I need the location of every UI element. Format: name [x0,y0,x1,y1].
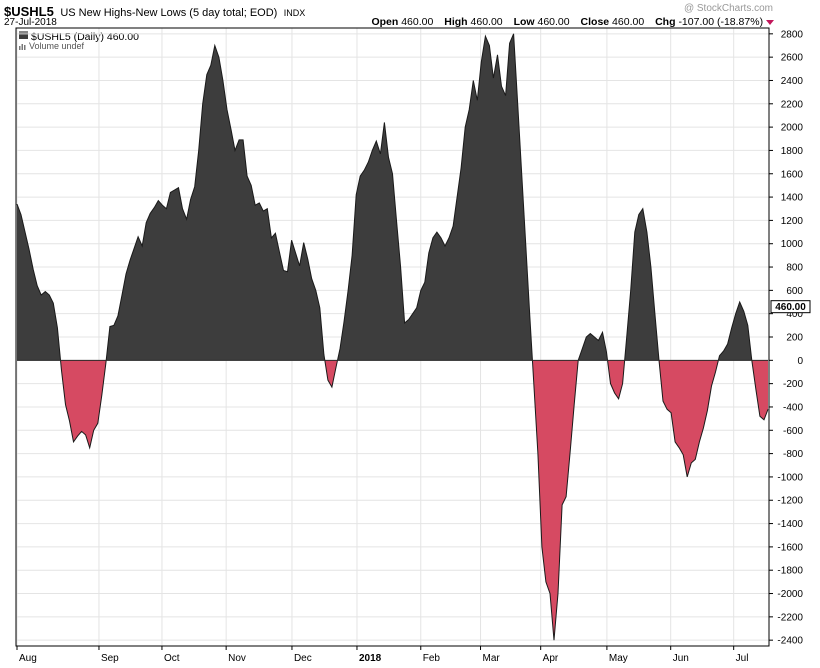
x-tick-label: Dec [294,653,312,664]
volume-legend-label: Volume undef [29,41,85,51]
y-tick-label: 600 [786,286,803,297]
negative-area [60,360,107,448]
y-tick-label: 1800 [781,146,804,157]
y-tick-label: 1200 [781,216,804,227]
symbol-label: $USHL5 [4,4,54,19]
y-tick-label: 2200 [781,99,804,110]
x-tick-label: Feb [423,653,441,664]
low-value: 460.00 [537,16,570,28]
date-label: 27-Jul-2018 [4,17,57,28]
y-tick-label: -600 [783,426,803,437]
last-value-marker: 460.00 [770,300,811,314]
open-value: 460.00 [401,16,434,28]
exchange-label: INDX [283,8,306,18]
y-tick-label: -800 [783,449,803,460]
chart-title: US New Highs-New Lows (5 day total; EOD) [60,7,278,19]
y-tick-label: -1800 [777,566,803,577]
chg-value: -107.00 (-18.87%) [678,16,764,28]
y-tick-label: 2000 [781,123,804,134]
x-tick-label: Apr [543,653,559,664]
quote-bar: Open 460.00 High 460.00 Low 460.00 Close… [371,16,774,28]
y-tick-label: 1600 [781,169,804,180]
positive-area [106,45,325,361]
y-tick-label: -1200 [777,496,803,507]
y-tick-label: 400 [786,309,803,320]
y-tick-label: -1400 [777,519,803,530]
x-axis: Aug Sep Oct Nov Dec 2018 Feb Mar Apr May Jun Jul [16,646,749,664]
negative-area [532,360,579,641]
chart-header: $USHL5 US New Highs-New Lows (5 day tota… [4,3,305,21]
positive-area [624,208,659,361]
x-tick-label: Mar [483,653,501,664]
x-tick-label: Sep [101,653,119,664]
y-tick-label: -1600 [777,542,803,553]
series-legend: $USHL5 (Daily) 460.00 [19,31,139,43]
watermark: @ StockCharts.com [683,3,773,14]
y-tick-label: -1000 [777,472,803,483]
close-label: Close [580,16,610,28]
y-tick-label: 2400 [781,76,804,87]
open-label: Open [371,16,399,28]
y-tick-label: 2800 [781,29,804,40]
positive-area [337,33,533,361]
y-tick-label: -2200 [777,612,803,623]
x-tick-label: Jun [673,653,689,664]
y-tick-label: 800 [786,263,803,274]
series-swatch-icon [19,31,28,43]
negative-area [751,360,768,420]
series-areas [16,33,769,641]
series-line [16,33,769,641]
y-tick-label: 1400 [781,193,804,204]
last-value-box [770,300,811,314]
x-tick-label: Nov [228,653,246,664]
y-axis: 2800260024002200200018001600140012001000… [769,29,804,647]
negative-area [607,360,625,399]
y-tick-label: -200 [783,379,803,390]
down-arrow-icon [766,19,774,25]
chg-label: Chg [655,16,676,28]
negative-area [324,360,338,388]
x-tick-label: Aug [19,653,37,664]
x-tick-label: May [609,653,628,664]
close-value: 460.00 [612,16,645,28]
y-tick-label: 200 [786,333,803,344]
volume-bars-icon [19,42,26,52]
x-tick-label: Jul [736,653,749,664]
y-tick-label: -2400 [777,636,803,647]
series-legend-label: $USHL5 (Daily) 460.00 [31,30,139,43]
high-value: 460.00 [470,16,503,28]
x-tick-label: 2018 [359,653,382,664]
high-label: High [444,16,468,28]
y-tick-label: 1000 [781,239,804,250]
y-tick-label: 0 [797,356,803,367]
low-label: Low [513,16,535,28]
last-value-label: 460.00 [775,302,806,313]
volume-legend: Volume undef [19,41,84,52]
y-tick-label: -400 [783,402,803,413]
y-tick-label: -2000 [777,589,803,600]
y-tick-label: 2600 [781,53,804,64]
x-tick-label: Oct [164,653,180,664]
negative-area [659,360,719,477]
positive-area [17,204,61,361]
